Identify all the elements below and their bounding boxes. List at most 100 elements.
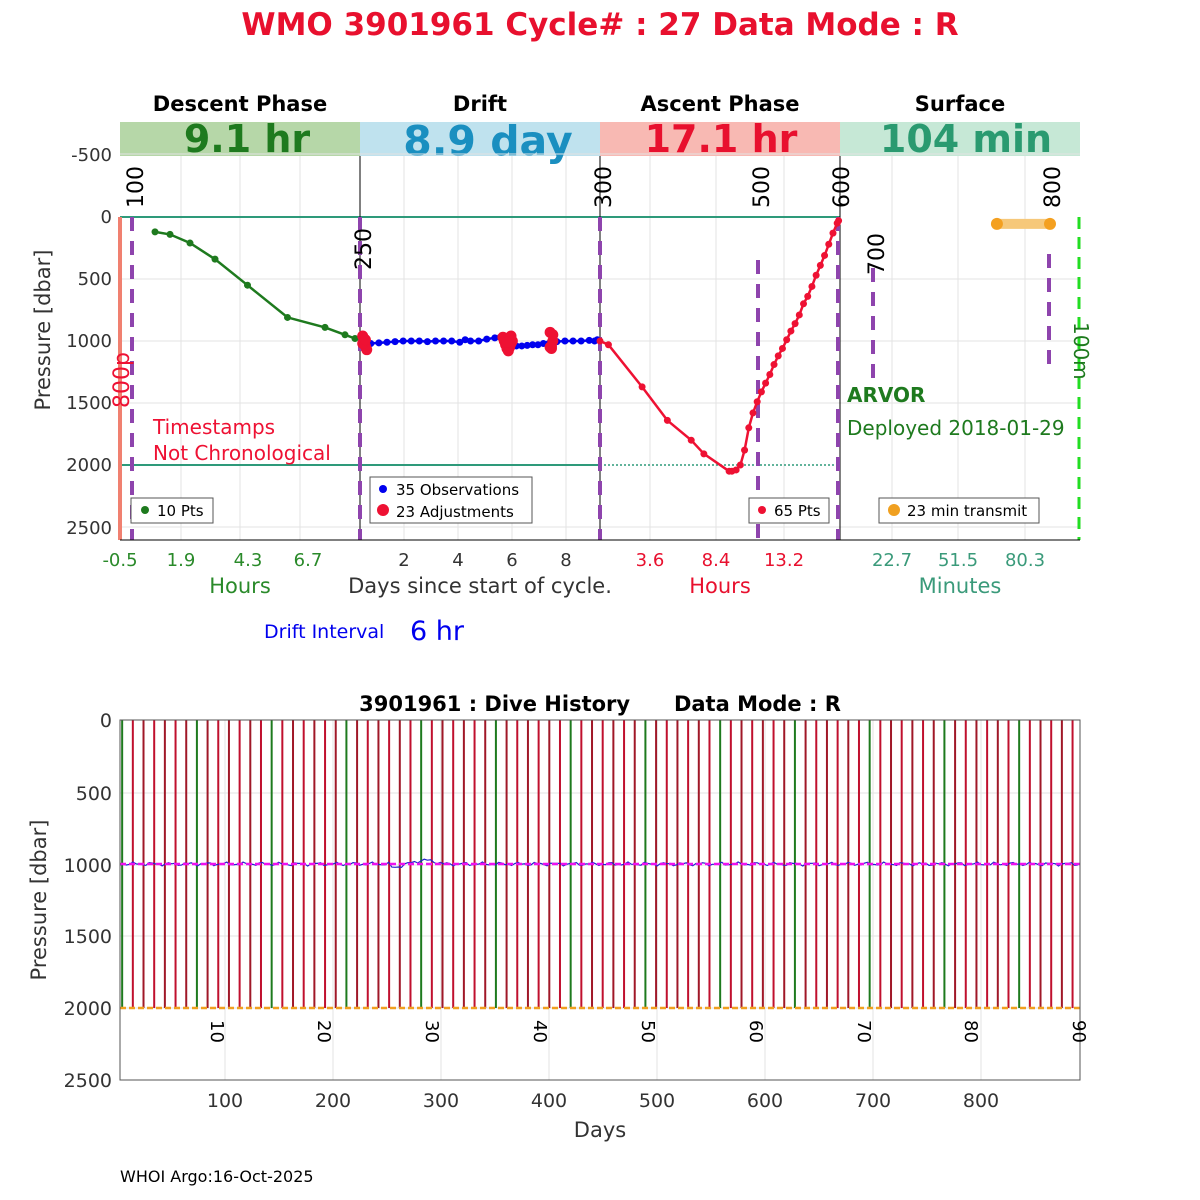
descent-point [166,230,174,238]
bottom-x-tick: 300 [423,1090,459,1112]
ascent-x-tick: 13.2 [764,550,804,571]
ascent-line [599,220,840,473]
ascent-point [787,327,795,335]
drift-adjustment-point [359,334,371,346]
drift-observation-point [391,338,399,346]
ascent-x-ticks: 3.6 8.4 13.2 [636,550,804,571]
drift-pressure-trace [119,858,1078,869]
drift-observation-point [491,334,499,342]
drift-observation-point [585,336,593,344]
ascent-point [762,379,770,387]
bottom-x-tick: 600 [747,1090,783,1112]
drift-observation-point [561,337,569,345]
legend-label: 65 Pts [774,502,821,520]
ascent-point [596,337,604,345]
surface-x-tick: 80.3 [1005,550,1045,571]
bottom-gridlines [120,720,1080,1080]
surface-point [990,217,1003,230]
ascent-point [774,352,782,360]
descent-point [244,281,251,289]
marker-label-100: 100 [124,166,149,208]
legend-drift: 35 Observations 23 Adjustments [369,476,533,524]
drift-observation-point [375,339,383,347]
marker-label-700: 700 [865,233,890,275]
surface-series [990,217,1056,230]
ascent-point [687,436,695,444]
marker-label-800: 800 [1041,166,1066,208]
ascent-point [783,336,791,344]
ascent-x-tick: 8.4 [702,550,731,571]
ascent-point [825,240,833,248]
marker-label-250: 250 [352,228,377,270]
drift-x-tick: 2 [398,550,409,571]
ascent-point [753,398,761,406]
ascent-point [770,361,778,369]
cycle-tick: 20 [313,1020,334,1043]
top-y-tick: -500 [71,145,112,166]
ascent-point [732,466,740,474]
cycle-tick: 50 [637,1020,658,1043]
bottom-title: 3901961 : Dive History Data Mode : R [359,692,841,716]
bottom-x-ticks: 100 200 300 400 500 600 700 800 [207,1090,999,1112]
bottom-y-tick: 1500 [64,926,112,948]
cycle-tick: 40 [529,1020,550,1043]
descent-line [154,230,356,340]
descent-series [151,228,359,343]
ascent-point [604,341,612,349]
top-y-tick: 2500 [66,518,112,539]
cycle-tick: 10 [206,1020,227,1043]
legend-label: 23 Adjustments [396,503,514,521]
drift-observation-point [534,341,542,349]
phase-name-surface: Surface [915,92,1005,116]
left-edge-label: 800p [110,352,135,408]
drift-series [357,326,601,357]
ascent-point [812,271,820,279]
purple-markers [130,217,1051,540]
drift-interval-value: 6 hr [410,616,465,647]
cycle-tick: 80 [960,1020,981,1043]
descent-point [321,323,329,331]
drift-observation-point [383,338,391,346]
legend-label: 35 Observations [396,481,519,499]
phase-band-surface [840,122,1080,156]
drift-observation-point [415,337,423,345]
drift-interval-label: Drift Interval [264,621,384,643]
ascent-point [745,424,753,432]
surface-x-ticks: 22.7 51.5 80.3 [872,550,1045,571]
ascent-point [835,217,843,225]
drift-adjustment-point [501,336,513,348]
drift-observation-point [523,341,531,349]
drift-observation-point [569,337,577,345]
bottom-y-tick: 0 [100,710,112,732]
drift-observation-point [399,337,407,345]
legend-ascent: 65 Pts [748,497,830,524]
drift-x-ticks: 2 4 6 8 [398,550,571,571]
chart-title: WMO 3901961 Cycle# : 27 Data Mode : R [241,7,958,43]
descent-point [186,239,194,247]
legend-marker [758,506,766,514]
drift-observation-point [529,341,537,349]
ascent-point [749,409,757,417]
descent-point [341,331,349,339]
drift-adjustment-point [544,341,556,353]
bottom-x-tick: 800 [963,1090,999,1112]
drift-observation-point [407,337,415,345]
top-y-tick: 0 [101,207,112,228]
marker-label-300: 300 [592,166,617,208]
surface-x-tick: 51.5 [938,550,978,571]
bottom-x-tick: 500 [639,1090,675,1112]
drift-observation-point [518,342,526,350]
ascent-point [808,282,816,290]
legend-surface: 23 min transmit [878,497,1040,524]
legend-label: 23 min transmit [907,502,1027,520]
phase-name-ascent: Ascent Phase [641,92,800,116]
drift-observation-point [475,337,483,345]
ascent-point [757,388,765,396]
drift-observation-point [440,337,448,345]
top-y-tick: 2000 [66,455,112,476]
descent-x-tick: -0.5 [102,550,137,571]
legend-label: 10 Pts [157,502,204,520]
phase-band-drift [360,122,600,156]
phase-name-descent: Descent Phase [153,92,327,116]
ascent-point [638,383,646,391]
